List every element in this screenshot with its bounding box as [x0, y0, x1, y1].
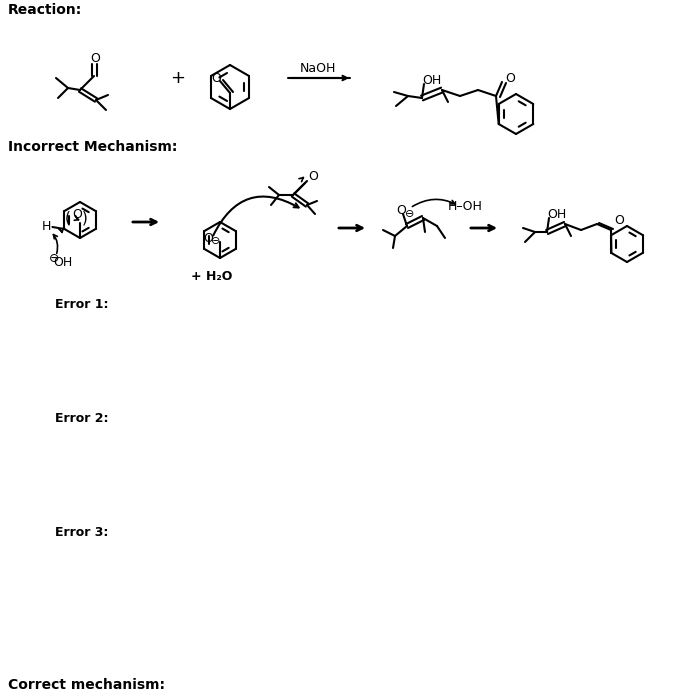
Text: O: O	[72, 209, 82, 221]
Text: OH: OH	[547, 207, 567, 221]
Text: O: O	[203, 232, 213, 244]
Text: NaOH: NaOH	[300, 61, 336, 75]
Text: ⊖: ⊖	[406, 209, 415, 219]
Text: ⊖: ⊖	[48, 251, 60, 265]
Text: Correct mechanism:: Correct mechanism:	[8, 678, 165, 692]
Text: + H₂O: + H₂O	[191, 269, 233, 283]
Text: ⊖: ⊖	[211, 236, 221, 246]
Text: O: O	[505, 71, 515, 84]
Text: +: +	[170, 69, 185, 87]
Text: H–OH: H–OH	[448, 200, 482, 212]
Text: Reaction:: Reaction:	[8, 3, 82, 17]
Text: O: O	[90, 52, 100, 64]
Text: OH: OH	[53, 255, 73, 269]
Text: H: H	[42, 221, 51, 234]
Text: ): )	[82, 211, 88, 225]
Text: O: O	[308, 170, 318, 184]
Text: Error 1:: Error 1:	[55, 299, 109, 311]
Text: Incorrect Mechanism:: Incorrect Mechanism:	[8, 140, 177, 154]
Text: O: O	[396, 204, 406, 216]
Text: (: (	[65, 211, 71, 225]
Text: Error 2:: Error 2:	[55, 412, 109, 424]
Text: OH: OH	[422, 73, 441, 87]
Text: Error 3:: Error 3:	[55, 526, 109, 538]
Text: O: O	[211, 73, 221, 85]
Text: O: O	[614, 214, 624, 226]
